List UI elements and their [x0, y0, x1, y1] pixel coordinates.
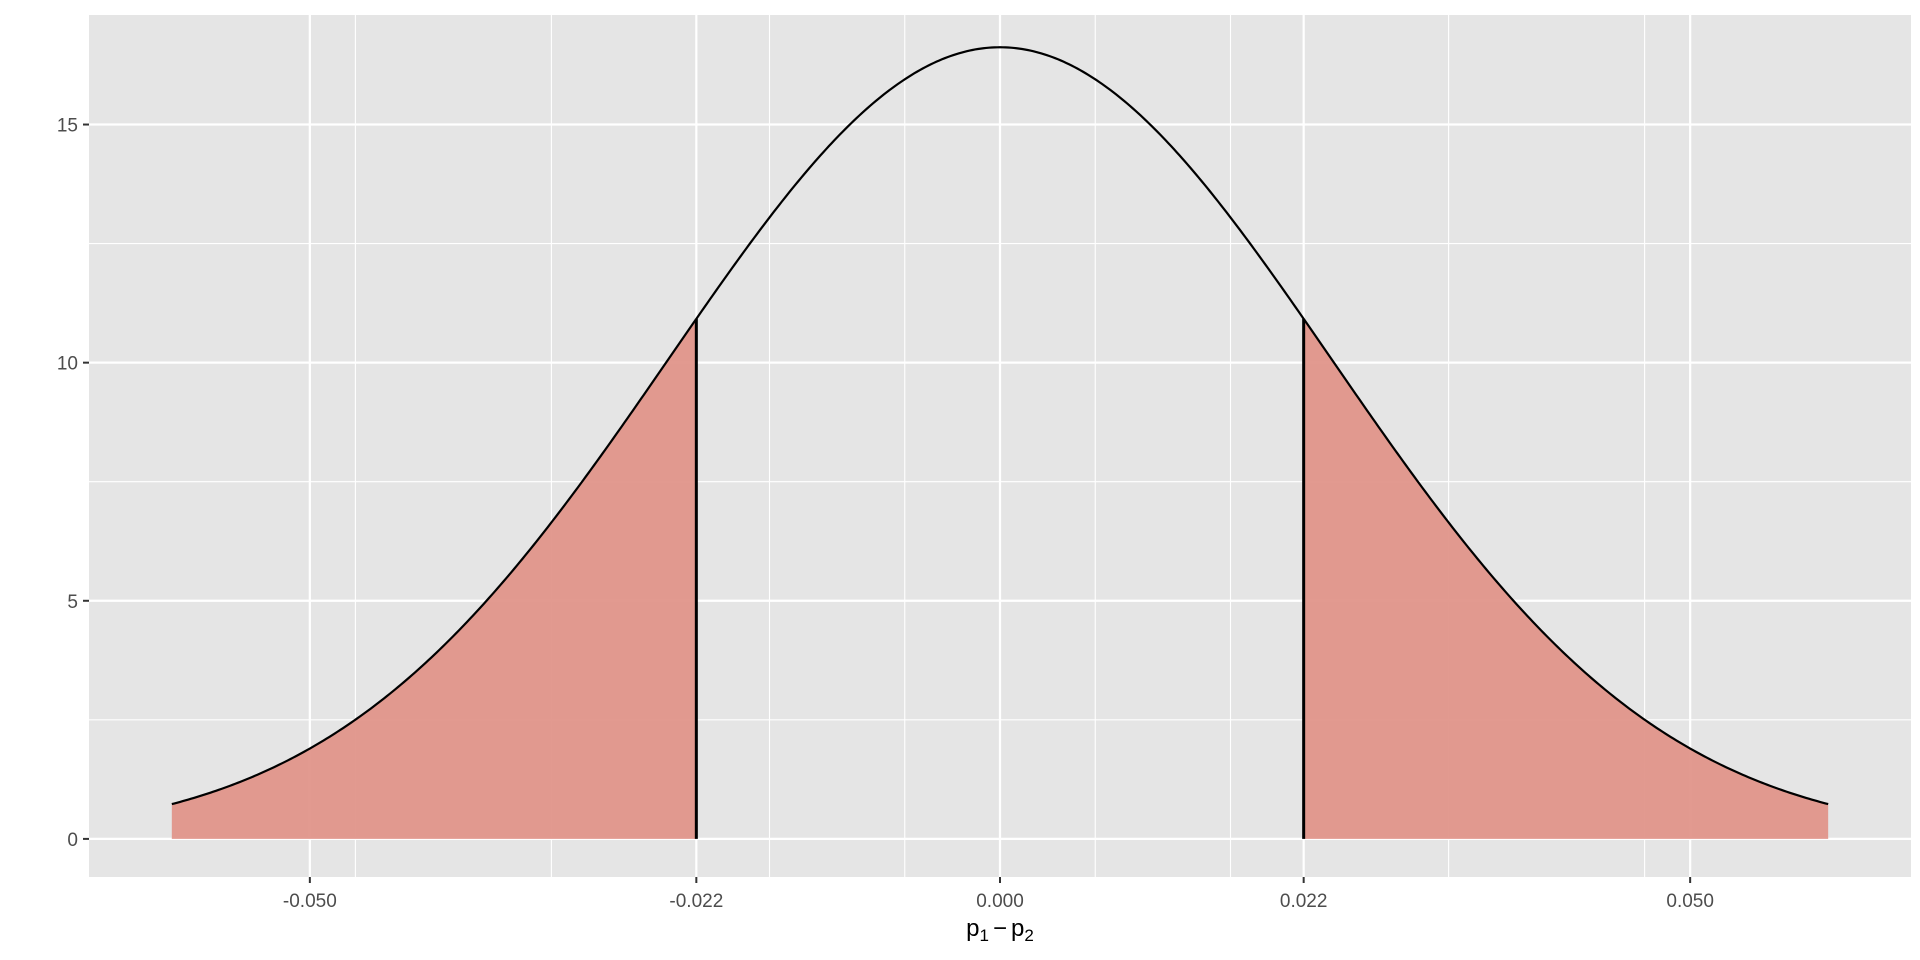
x-axis-title-p1: p [966, 915, 979, 942]
density-curve [171, 46, 1829, 806]
x-tick-label: -0.050 [283, 891, 337, 912]
y-axis: 0 5 10 15 [57, 116, 89, 851]
x-axis-title-sub1: 1 [980, 926, 989, 945]
x-axis-title-p2: p [1011, 915, 1024, 942]
left-tail-shade [171, 318, 697, 839]
y-tick-label: 10 [57, 354, 78, 375]
y-tick-label: 15 [57, 116, 78, 137]
y-tick-label: 0 [67, 830, 78, 851]
x-tick-label: 0.000 [976, 891, 1024, 912]
shaded-tail-regions [171, 318, 1829, 839]
x-axis-title-sub2: 2 [1024, 926, 1033, 945]
x-axis: -0.050 -0.022 0.000 0.022 0.050 [283, 877, 1714, 912]
x-tick-label: 0.050 [1666, 891, 1714, 912]
x-tick-label: 0.022 [1280, 891, 1328, 912]
y-tick-label: 5 [67, 592, 78, 613]
critical-value-lines [694, 318, 1306, 839]
x-axis-title-operator: − [993, 915, 1007, 942]
x-axis-title: p1− p2 [966, 915, 1034, 945]
right-tail-shade [1303, 318, 1829, 839]
x-tick-label: -0.022 [669, 891, 723, 912]
